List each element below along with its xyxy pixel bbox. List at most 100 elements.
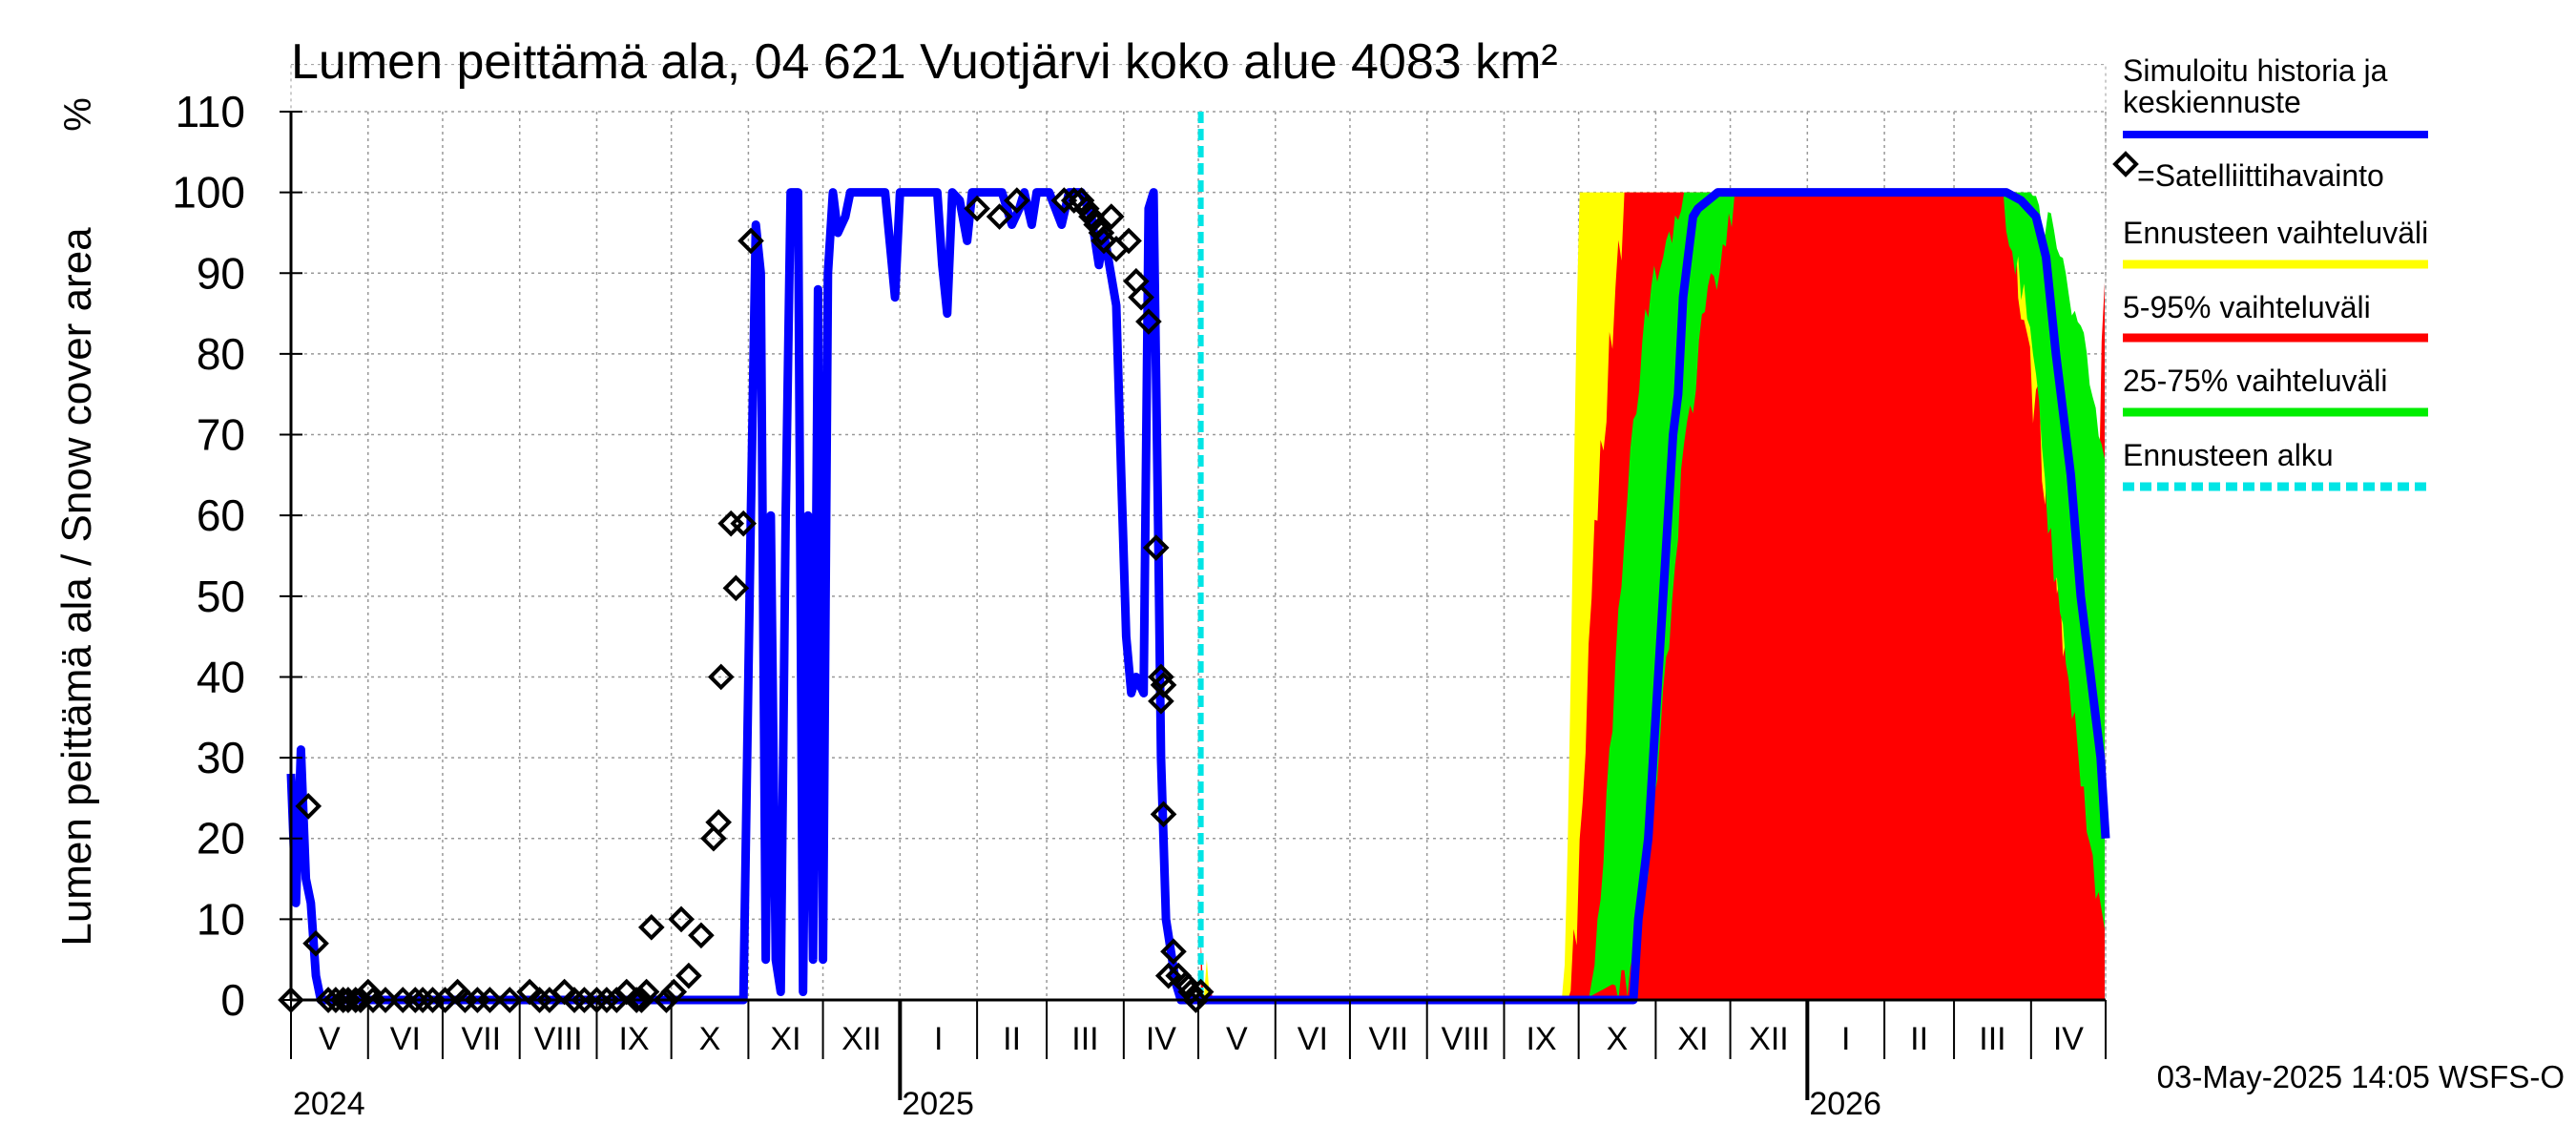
satellite-observation-point bbox=[1135, 308, 1162, 335]
month-label: II bbox=[1910, 1021, 1928, 1057]
y-tick-label: 0 bbox=[220, 975, 245, 1025]
satellite-observation-point bbox=[409, 987, 436, 1013]
satellite-observation-point bbox=[1128, 283, 1154, 311]
satellite-observation-point bbox=[700, 824, 727, 852]
satellite-observation-point bbox=[1148, 663, 1174, 691]
history-line-layer bbox=[286, 188, 2110, 1005]
month-label: VII bbox=[462, 1021, 502, 1057]
year-label: 2024 bbox=[293, 1086, 365, 1122]
timestamp-footer: 03-May-2025 14:05 WSFS-O bbox=[2157, 1059, 2565, 1094]
satellite-observation-point bbox=[1115, 227, 1142, 255]
legend-label-5: Ennusteen alku bbox=[2123, 438, 2334, 472]
satellite-observation-point bbox=[1003, 187, 1030, 214]
y-tick-label: 10 bbox=[197, 894, 245, 944]
satellite-observation-point bbox=[653, 987, 680, 1013]
month-label: IV bbox=[1146, 1021, 1176, 1057]
satellite-observation-point bbox=[295, 793, 322, 820]
y-tick-label: 20 bbox=[197, 814, 245, 864]
y-tick-label: 50 bbox=[197, 572, 245, 621]
satellite-observation-point bbox=[668, 906, 695, 933]
satellite-observation-point bbox=[1060, 187, 1088, 214]
month-label: XII bbox=[841, 1021, 882, 1057]
legend-label-3: 5-95% vaihteluväli bbox=[2123, 290, 2371, 324]
satellite-observation-point bbox=[964, 195, 990, 222]
satellite-observation-point bbox=[1148, 688, 1174, 715]
month-label: I bbox=[934, 1021, 943, 1057]
satellite-observation-point bbox=[1050, 187, 1078, 214]
month-label: XI bbox=[770, 1021, 800, 1057]
month-label: VII bbox=[1369, 1021, 1409, 1057]
y-axis-label: Lumen peittämä ala / Snow cover area bbox=[53, 227, 100, 947]
satellite-observation-point bbox=[496, 987, 524, 1013]
satellite-observation-point bbox=[593, 987, 620, 1013]
satellite-observation-point bbox=[1182, 987, 1210, 1013]
satellite-observation-point bbox=[1097, 203, 1125, 230]
satellite-observation-point bbox=[675, 962, 702, 989]
satellite-observation-point bbox=[1068, 187, 1095, 214]
month-label: III bbox=[1071, 1021, 1098, 1057]
y-tick-label: 60 bbox=[197, 490, 245, 540]
y-tick-label: 90 bbox=[197, 248, 245, 298]
month-label: I bbox=[1841, 1021, 1850, 1057]
month-label: V bbox=[319, 1021, 341, 1057]
month-label: VIII bbox=[1442, 1021, 1490, 1057]
satellite-observation-point bbox=[705, 808, 732, 836]
y-tick-label: 80 bbox=[197, 329, 245, 379]
month-label: VIII bbox=[534, 1021, 583, 1057]
satellite-observation-point bbox=[623, 987, 650, 1013]
month-label: X bbox=[1607, 1021, 1629, 1057]
satellite-observation-point bbox=[1187, 978, 1215, 1006]
satellite-observation-point bbox=[476, 987, 504, 1013]
satellite-observation-point bbox=[1078, 203, 1105, 230]
satellite-observation-point bbox=[628, 987, 655, 1013]
satellite-observation-point bbox=[707, 663, 735, 691]
month-label: IX bbox=[1526, 1021, 1556, 1057]
satellite-observation-point bbox=[1150, 801, 1177, 828]
satellite-observation-point bbox=[722, 574, 750, 602]
satellite-observation-point bbox=[633, 978, 660, 1006]
satellite-observation-point bbox=[402, 987, 429, 1013]
satellite-observation-point bbox=[603, 987, 631, 1013]
month-label: X bbox=[699, 1021, 721, 1057]
forecast-bands bbox=[1200, 192, 2105, 1001]
satellite-observation-point bbox=[1142, 534, 1170, 561]
satellite-observation-point bbox=[730, 510, 758, 537]
satellite-observation-point bbox=[302, 929, 329, 957]
month-label: IX bbox=[618, 1021, 649, 1057]
legend-label-satellite: =Satelliittihavainto bbox=[2137, 158, 2384, 193]
satellite-observation-point bbox=[1072, 195, 1100, 222]
satellite-observation-point bbox=[561, 987, 588, 1013]
history-median-line bbox=[286, 188, 2110, 1005]
satellite-observation-point bbox=[1173, 970, 1199, 997]
y-tick-label: 100 bbox=[172, 168, 245, 218]
satellite-observation-point bbox=[372, 987, 399, 1013]
month-label: VI bbox=[1298, 1021, 1328, 1057]
y-axis-unit: % bbox=[57, 97, 99, 132]
month-label: II bbox=[1003, 1021, 1021, 1057]
month-label: IV bbox=[2053, 1021, 2084, 1057]
y-tick-label: 110 bbox=[176, 87, 245, 136]
month-label: III bbox=[1979, 1021, 2005, 1057]
year-label: 2025 bbox=[902, 1086, 974, 1122]
satellite-observation-point bbox=[1160, 938, 1187, 966]
satellite-observation-point bbox=[1177, 978, 1205, 1006]
month-label: XI bbox=[1677, 1021, 1708, 1057]
satellite-observation-point bbox=[986, 203, 1013, 230]
satellite-observation-point bbox=[1091, 227, 1117, 255]
satellite-observation-point bbox=[1154, 962, 1182, 989]
satellite-observation-point bbox=[637, 913, 665, 941]
satellite-observation-point bbox=[1088, 219, 1115, 246]
legend-label-history: Simuloitu historia ja bbox=[2123, 53, 2388, 88]
satellite-observation-point bbox=[688, 922, 715, 949]
chart-title: Lumen peittämä ala, 04 621 Vuotjärvi kok… bbox=[291, 34, 1558, 90]
year-label: 2026 bbox=[1809, 1086, 1881, 1122]
legend: Simuloitu historia jakeskiennusteSimuloi… bbox=[2112, 53, 2428, 491]
y-tick-label: 40 bbox=[197, 652, 245, 701]
month-label: VI bbox=[390, 1021, 421, 1057]
legend-label-2: Ennusteen vaihteluväli bbox=[2123, 216, 2428, 250]
month-label: V bbox=[1226, 1021, 1248, 1057]
legend-label-4: 25-75% vaihteluväli bbox=[2123, 364, 2388, 398]
band-25-75 bbox=[1200, 192, 2105, 1001]
